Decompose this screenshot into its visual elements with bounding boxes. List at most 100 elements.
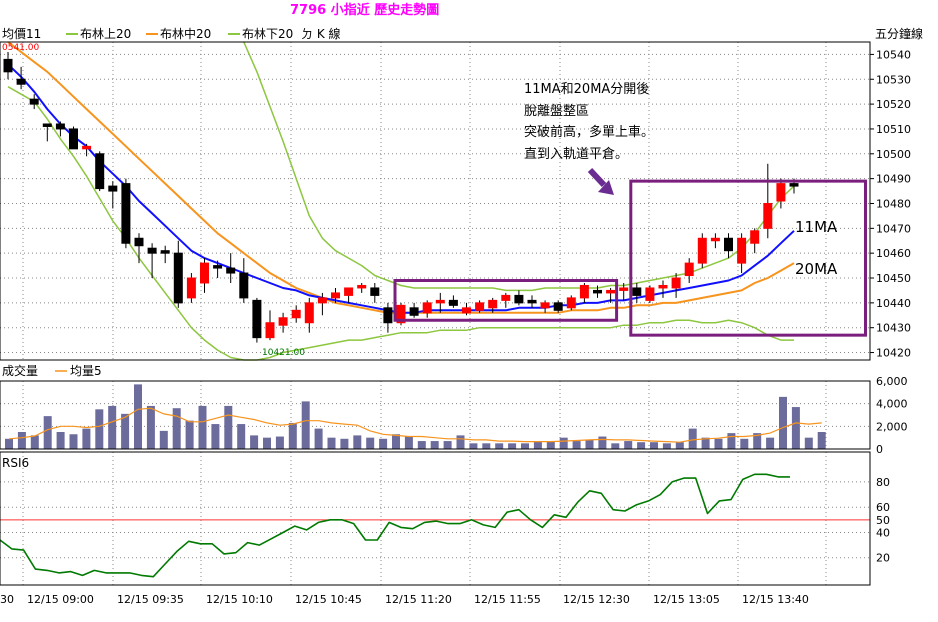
candle-body <box>396 304 406 324</box>
candle-body <box>632 287 642 296</box>
candle-body <box>291 309 301 319</box>
candle-body <box>213 265 223 269</box>
candle-body <box>658 284 668 289</box>
candle-body <box>239 272 249 299</box>
candle-body <box>763 202 773 229</box>
candle-body <box>737 237 747 264</box>
candle-body <box>383 307 393 324</box>
volume-bar <box>637 442 646 449</box>
candle-body <box>69 128 78 150</box>
legend-kline-label: ㄉ K 線 <box>301 26 341 41</box>
volume-bar <box>366 437 375 449</box>
volume-bar <box>327 437 336 449</box>
candle-body <box>566 297 576 309</box>
callout-line-2: 脫離盤整區 <box>524 104 589 119</box>
candle-body <box>671 277 681 289</box>
rsi-panel-frame <box>0 451 871 586</box>
volume-bar <box>392 434 400 449</box>
volume-bar <box>572 441 581 449</box>
volume-bar <box>456 435 465 449</box>
time-tick-label: 12/15 11:55 <box>474 593 541 606</box>
callout-text: 11MA和20MA分開後 脫離盤整區 突破前高，多單上車。 直到入軌道平倉。 <box>524 82 654 162</box>
candle-body <box>173 252 183 304</box>
callout-line-4: 直到入軌道平倉。 <box>524 146 628 162</box>
volume-bar <box>533 441 542 449</box>
volume-bar <box>598 436 607 449</box>
candle-body <box>160 250 170 254</box>
time-tick-label: 12/15 13:40 <box>742 593 809 606</box>
volume-bar <box>688 428 697 449</box>
time-tick-label: 30 <box>0 593 14 606</box>
volume-bar <box>430 441 439 449</box>
callout-arrow-shaft <box>587 167 607 188</box>
candle-body <box>186 277 196 299</box>
volume-ma-label: 均量5 <box>70 364 102 378</box>
volume-bar <box>30 435 39 449</box>
volume-bar <box>714 438 723 449</box>
volume-bar <box>753 433 762 449</box>
candle-body <box>108 185 118 192</box>
candle-body <box>619 287 629 291</box>
volume-bar <box>727 433 736 449</box>
price-tick-label: 10430 <box>876 322 911 335</box>
volume-bar <box>521 443 529 449</box>
candle-body <box>593 289 602 294</box>
candle-body <box>317 297 327 304</box>
candle-body <box>540 302 550 309</box>
candle-body <box>789 183 799 187</box>
candle-body <box>750 230 760 244</box>
candle-body <box>252 299 262 339</box>
candle-body <box>200 262 209 284</box>
volume-bar <box>43 416 52 449</box>
candle-body <box>3 58 13 73</box>
candle-body <box>16 78 26 85</box>
candle-body <box>724 237 733 252</box>
volume-bar <box>611 443 620 449</box>
volume-bar <box>804 437 813 449</box>
rsi-tick-label: 40 <box>876 526 890 539</box>
candle-body <box>95 153 105 190</box>
candle-body <box>121 183 131 244</box>
top-left-value: 0541.00 <box>2 43 39 53</box>
candle-body <box>697 237 707 264</box>
volume-bar <box>675 442 684 449</box>
rsi-panel-title: RSI6 <box>2 456 29 470</box>
price-tick-label: 10420 <box>876 347 911 360</box>
callout-line-3: 突破前高，多單上車。 <box>524 124 654 140</box>
volume-bar <box>340 438 349 449</box>
volume-bar <box>108 405 117 449</box>
volume-bar <box>469 443 478 449</box>
candle-body <box>514 294 524 304</box>
legend-lower-label: 布林下20 <box>242 27 293 41</box>
legend-middle-label: 布林中20 <box>160 26 211 41</box>
time-tick-label: 12/15 09:00 <box>27 593 94 606</box>
volume-bar <box>224 405 233 449</box>
time-tick-label: 12/15 10:45 <box>295 593 362 606</box>
volume-bar <box>353 435 362 449</box>
ma11-label: 11MA <box>795 218 838 236</box>
candle-body <box>265 322 275 339</box>
volume-bar <box>559 437 568 449</box>
candle-body <box>134 237 144 247</box>
rsi-line <box>0 473 790 578</box>
volume-bar <box>766 437 775 449</box>
price-tick-label: 10500 <box>876 148 911 161</box>
rsi-tick-label: 60 <box>876 501 890 514</box>
volume-bar <box>650 442 658 449</box>
candle-body <box>710 237 720 242</box>
price-panel-frame <box>0 41 871 361</box>
time-tick-label: 12/15 11:20 <box>385 593 452 606</box>
volume-tick-label: 0 <box>876 443 883 456</box>
volume-bar <box>624 441 633 449</box>
price-tick-label: 10530 <box>876 73 911 86</box>
volume-bar <box>275 436 284 449</box>
candle-body <box>278 317 288 326</box>
volume-bar <box>482 443 491 449</box>
volume-bar <box>237 424 246 449</box>
volume-bar <box>146 405 155 449</box>
volume-tick-label: 4,000 <box>876 398 908 411</box>
volume-panel-title: 成交量 <box>2 363 38 378</box>
candle-body <box>606 289 616 294</box>
